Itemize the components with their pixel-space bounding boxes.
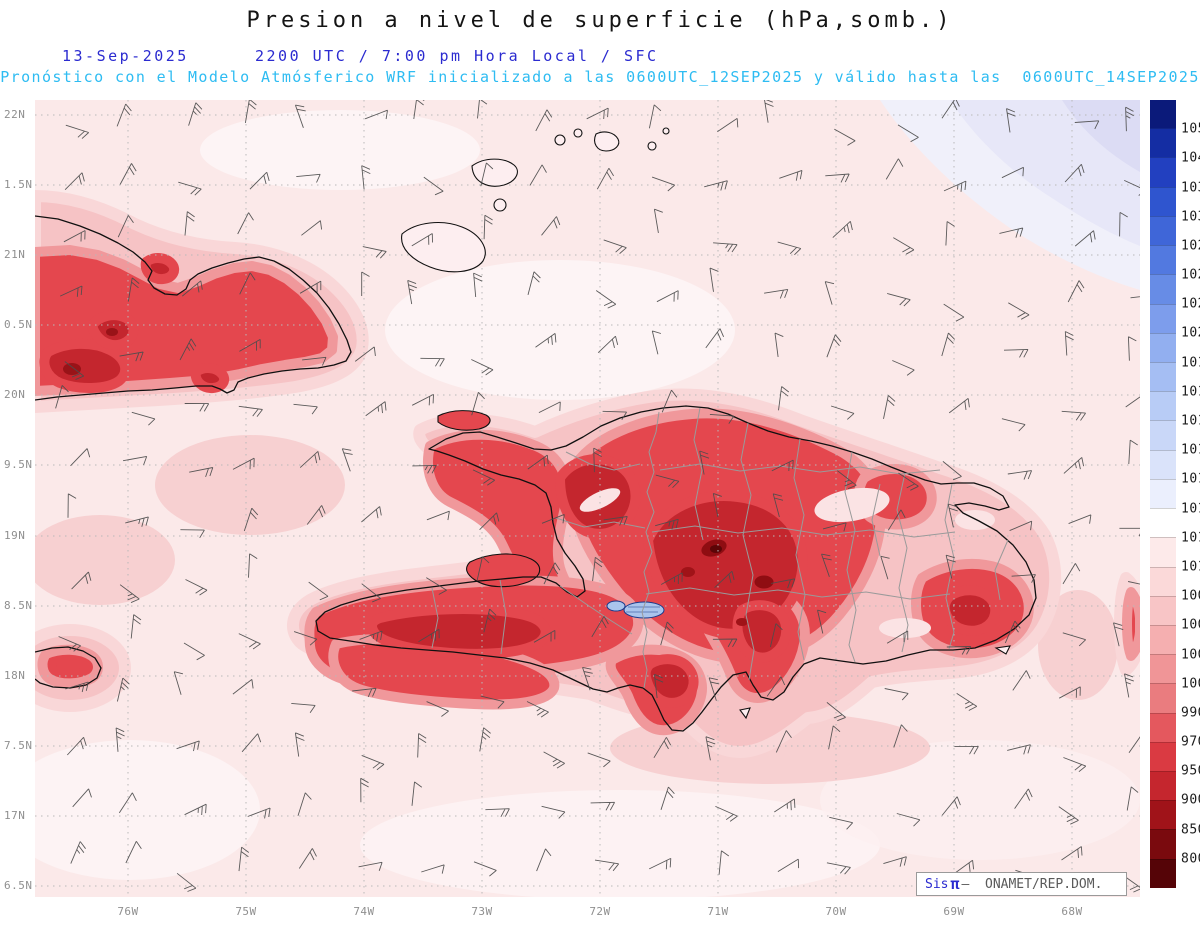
colorbar-cell (1150, 537, 1176, 567)
colorbar-tick-label: 970 (1181, 734, 1200, 750)
colorbar-cell (1150, 654, 1176, 684)
colorbar-cell (1150, 595, 1176, 625)
colorbar-cell (1150, 478, 1176, 509)
small-islands-layer (401, 127, 1011, 720)
province-border-layer (431, 407, 1009, 689)
colorbar-tick-label: 1012 (1181, 530, 1200, 546)
map-field (35, 100, 1140, 897)
coastline-layer (35, 215, 1037, 732)
lon-tick-label: 69W (943, 905, 965, 918)
lat-tick-label: 18N (4, 669, 26, 682)
colorbar-cell (1150, 186, 1176, 216)
pressure-colorbar (1150, 100, 1176, 888)
colorbar-tick-label: 1018 (1181, 384, 1200, 400)
lat-tick-label: 7.5N (4, 739, 33, 752)
colorbar-cell (1150, 100, 1176, 129)
colorbar-tick-label: 1022 (1181, 296, 1200, 312)
colorbar-cell (1150, 683, 1176, 713)
forecast-date: 13-Sep-2025 (62, 47, 189, 65)
colorbar-cell (1150, 391, 1176, 421)
inshore-islands-layer (437, 410, 541, 588)
forecast-time: 2200 UTC / 7:00 pm Hora Local / SFC (255, 47, 659, 65)
lat-tick-label: 9.5N (4, 458, 33, 471)
colorbar-tick-label: 850 (1181, 822, 1200, 838)
colorbar-cell (1150, 771, 1176, 801)
colorbar-cell (1150, 303, 1176, 333)
pressure-pale-gaps (579, 487, 995, 638)
colorbar-cell (1150, 215, 1176, 246)
lat-tick-label: 21N (4, 248, 26, 261)
watermark-org: — ONAMET/REP.DOM. (961, 876, 1103, 892)
colorbar-tick-label: 1002 (1181, 647, 1200, 663)
colorbar-tick-label: 1035 (1181, 180, 1200, 196)
colorbar-cell (1150, 858, 1176, 888)
colorbar-cell (1150, 712, 1176, 742)
colorbar-tick-label: 800 (1181, 851, 1200, 867)
colorbar-cell (1150, 420, 1176, 450)
forecast-description: Pronóstico con el Modelo Atmósferico WRF… (0, 68, 1200, 86)
lon-tick-label: 71W (707, 905, 729, 918)
lon-tick-label: 76W (117, 905, 139, 918)
colorbar-cell (1150, 741, 1176, 772)
colorbar-cell (1150, 508, 1176, 538)
colorbar-tick-label: 1020 (1181, 325, 1200, 341)
colorbar-tick-label: 1013 (1181, 501, 1200, 517)
colorbar-cell (1150, 566, 1176, 596)
lon-tick-label: 73W (471, 905, 493, 918)
lat-tick-label: 8.5N (4, 599, 33, 612)
colorbar-cell (1150, 157, 1176, 187)
pressure-dark-layer (39, 253, 1001, 708)
colorbar-tick-label: 1028 (1181, 238, 1200, 254)
grid-layer (35, 100, 1140, 897)
lon-tick-label: 68W (1061, 905, 1083, 918)
colorbar-tick-label: 1050 (1181, 121, 1200, 137)
colorbar-tick-label: 950 (1181, 763, 1200, 779)
watermark-pi-icon: π (950, 875, 960, 893)
colorbar-tick-label: 1015 (1181, 471, 1200, 487)
lat-tick-label: 17N (4, 809, 26, 822)
colorbar-cell (1150, 128, 1176, 158)
colorbar-tick-label: 990 (1181, 705, 1200, 721)
wind-barb-layer (55, 100, 1140, 893)
colorbar-cell (1150, 245, 1176, 275)
colorbar-cell (1150, 829, 1176, 859)
colorbar-tick-label: 1000 (1181, 676, 1200, 692)
lat-tick-label: 1.5N (4, 178, 33, 191)
colorbar-tick-label: 1016 (1181, 442, 1200, 458)
watermark-box: Sis π — ONAMET/REP.DOM. (916, 872, 1127, 896)
colorbar-tick-label: 1040 (1181, 150, 1200, 166)
colorbar-tick-label: 1017 (1181, 413, 1200, 429)
lon-tick-label: 74W (353, 905, 375, 918)
colorbar-tick-label: 1019 (1181, 355, 1200, 371)
lat-tick-label: 19N (4, 529, 26, 542)
lon-tick-label: 75W (235, 905, 257, 918)
lon-tick-label: 72W (589, 905, 611, 918)
lat-tick-label: 20N (4, 388, 26, 401)
colorbar-cell (1150, 361, 1176, 392)
colorbar-tick-label: 900 (1181, 792, 1200, 808)
lon-tick-label: 70W (825, 905, 847, 918)
lake-layer (606, 600, 665, 619)
lat-tick-label: 6.5N (4, 879, 33, 892)
watermark-brand: Sis (925, 876, 949, 892)
colorbar-cell (1150, 449, 1176, 479)
colorbar-cell (1150, 624, 1176, 655)
colorbar-cell (1150, 800, 1176, 830)
datetime-line: 13-Sep-2025 2200 UTC / 7:00 pm Hora Loca… (0, 47, 1200, 67)
page-title: Presion a nivel de superficie (hPa,somb.… (246, 8, 954, 33)
colorbar-tick-label: 1030 (1181, 209, 1200, 225)
colorbar-cell (1150, 274, 1176, 304)
colorbar-tick-label: 1006 (1181, 617, 1200, 633)
lat-tick-label: 22N (4, 108, 26, 121)
colorbar-tick-label: 1025 (1181, 267, 1200, 283)
colorbar-cell (1150, 332, 1176, 362)
colorbar-tick-label: 1008 (1181, 588, 1200, 604)
lat-tick-label: 0.5N (4, 318, 33, 331)
